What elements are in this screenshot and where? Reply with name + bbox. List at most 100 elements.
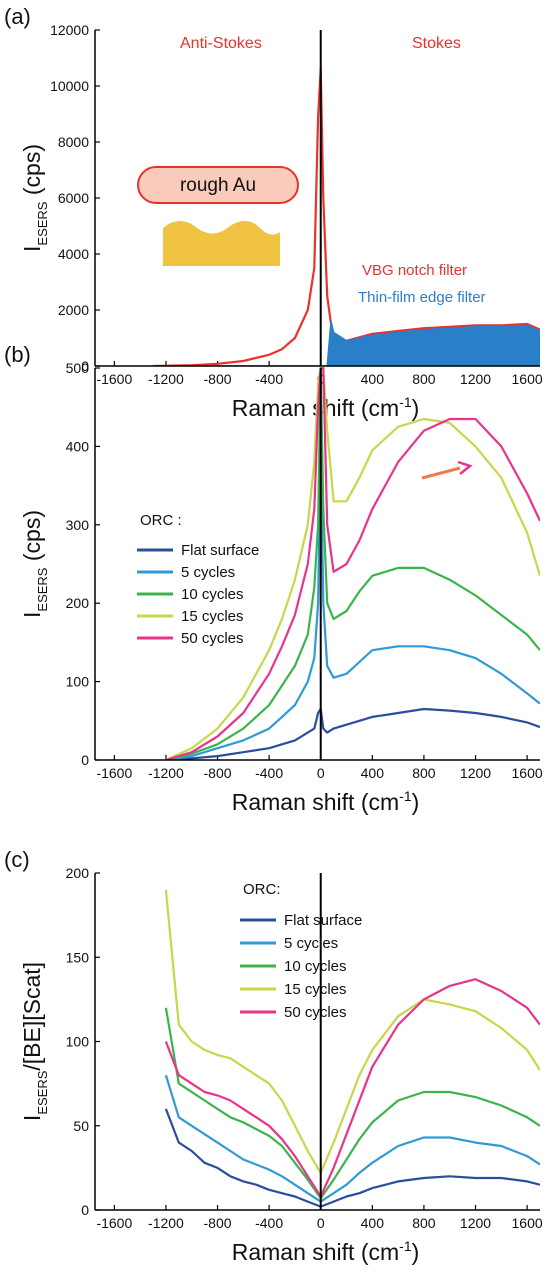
y-axis-label: IESERS (cps) [19, 510, 50, 618]
y-label-main: I [19, 1115, 45, 1121]
x-label-sup: -1 [399, 788, 412, 804]
x-label-sup: -1 [399, 394, 412, 410]
y-tick-label: 6000 [58, 190, 89, 206]
x-axis-label: Raman shift (cm-1) [232, 788, 420, 815]
legend-title: ORC: [243, 881, 281, 898]
y-tick-label: 200 [66, 595, 90, 611]
line [164, 1108, 540, 1208]
x-tick-label: 1600 [512, 765, 543, 781]
annotation: Anti-Stokes [180, 35, 262, 52]
legend-label: 15 cycles [181, 608, 244, 625]
legend-label: 50 cycles [284, 1004, 347, 1021]
x-tick-label: -400 [255, 1215, 283, 1231]
y-label-sub: ESERS [35, 567, 50, 611]
x-tick-label: 400 [361, 371, 385, 387]
plot-area [165, 366, 540, 760]
x-tick-label: -1600 [96, 371, 132, 387]
x-tick-label: 400 [361, 1215, 385, 1231]
x-tick-label: 1200 [460, 1215, 491, 1231]
legend-label: VBG notch filter [362, 262, 467, 279]
plot-area [164, 889, 540, 1208]
y-axis-label: IESERS/[BE][Scat] [19, 962, 50, 1121]
x-tick-label: -1600 [96, 1215, 132, 1231]
line [165, 366, 540, 760]
au-badge [137, 166, 299, 204]
shift-arrow-head [457, 460, 473, 475]
legend-label: Thin-film edge filter [358, 289, 486, 306]
x-axis-label: Raman shift (cm-1) [232, 1238, 420, 1265]
x-tick-label: -800 [204, 371, 232, 387]
legend-label: Flat surface [284, 912, 362, 929]
y-tick-label: 150 [66, 949, 90, 965]
y-tick-label: 50 [73, 1118, 89, 1134]
legend-label: 50 cycles [181, 630, 244, 647]
line [165, 707, 540, 760]
line [165, 445, 540, 760]
x-tick-label: 800 [412, 765, 436, 781]
au-surface [163, 220, 280, 266]
x-tick-label: 400 [361, 765, 385, 781]
x-tick-label: -1200 [148, 1215, 184, 1231]
x-tick-label: 1600 [512, 371, 543, 387]
x-tick-label: 800 [412, 371, 436, 387]
x-tick-label: -400 [255, 765, 283, 781]
x-tick-label: -1600 [96, 765, 132, 781]
x-tick-label: -800 [204, 1215, 232, 1231]
y-tick-label: 400 [66, 438, 90, 454]
y-label-sub: ESERS [35, 1070, 50, 1114]
x-tick-label: 1200 [460, 371, 491, 387]
x-tick-label: 1600 [512, 1215, 543, 1231]
line [164, 889, 540, 1174]
legend-label: Flat surface [181, 542, 259, 559]
legend-label: 5 cycles [181, 564, 235, 581]
x-label-end: ) [412, 1239, 420, 1265]
y-tick-label: 2000 [58, 302, 89, 318]
y-tick-label: 4000 [58, 246, 89, 262]
annotation: rough Au [180, 175, 256, 196]
y-tick-label: 12000 [50, 22, 89, 38]
y-tick-label: 0 [81, 752, 89, 768]
y-label-end: /[BE][Scat] [19, 962, 45, 1071]
plot-area [152, 68, 540, 366]
x-tick-label: 800 [412, 1215, 436, 1231]
y-label-main: I [19, 246, 45, 252]
panel-label: (b) [4, 342, 31, 367]
y-label-end: (cps) [19, 144, 45, 202]
area [153, 321, 540, 366]
x-label-sup: -1 [399, 1238, 412, 1254]
x-tick-label: 0 [317, 765, 325, 781]
legend-label: 10 cycles [181, 586, 244, 603]
line [165, 366, 540, 760]
line [152, 68, 540, 366]
legend-title: ORC : [140, 512, 182, 529]
y-tick-label: 8000 [58, 134, 89, 150]
y-tick-label: 300 [66, 517, 90, 533]
annotation: Stokes [412, 35, 461, 52]
line [165, 366, 540, 760]
y-tick-label: 0 [81, 1202, 89, 1218]
x-tick-label: 1200 [460, 765, 491, 781]
panel-label: (a) [4, 4, 31, 29]
line [164, 978, 540, 1198]
y-tick-label: 500 [66, 360, 90, 376]
x-tick-label: 0 [317, 1215, 325, 1231]
x-label-end: ) [412, 789, 420, 815]
shift-arrow [421, 466, 461, 480]
y-label-main: I [19, 612, 45, 618]
line [164, 1074, 540, 1203]
y-label-sub: ESERS [35, 201, 50, 245]
legend-label: 15 cycles [284, 981, 347, 998]
y-tick-label: 100 [66, 1034, 90, 1050]
legend-label: 5 cycles [284, 935, 338, 952]
y-tick-label: 10000 [50, 78, 89, 94]
legend-label: 10 cycles [284, 958, 347, 975]
x-tick-label: -800 [204, 765, 232, 781]
x-tick-label: -400 [255, 371, 283, 387]
panel-label: (c) [4, 847, 30, 872]
x-tick-label: -1200 [148, 765, 184, 781]
x-label-end: ) [412, 395, 420, 421]
y-tick-label: 100 [66, 674, 90, 690]
x-label-main: Raman shift (cm [232, 789, 399, 815]
y-axis-label: IESERS (cps) [19, 144, 50, 252]
